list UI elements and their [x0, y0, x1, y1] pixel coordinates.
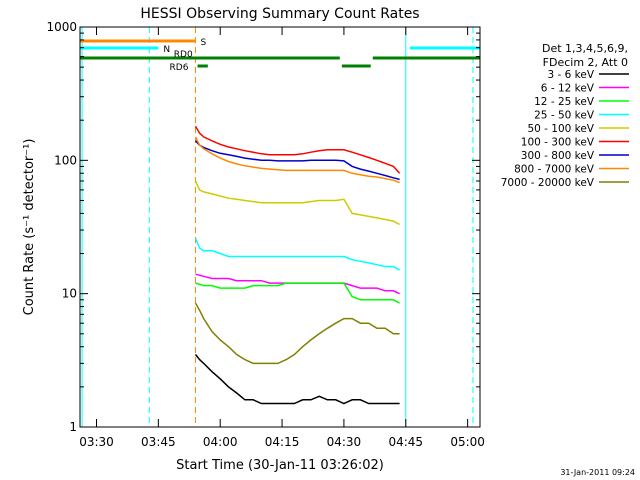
x-tick-label-2: 03:45: [141, 435, 176, 449]
legend-label-1: 3 - 6 keV: [547, 69, 594, 81]
legend-label-6: 100 - 300 keV: [521, 137, 595, 149]
x-tick-label-6: 04:45: [388, 435, 423, 449]
legend-label-2: 6 - 12 keV: [541, 83, 595, 95]
plot-frame: [79, 26, 481, 428]
legend-label-9: 7000 - 20000 keV: [501, 177, 595, 189]
x-tick-label-5: 04:30: [327, 435, 362, 449]
x-tick-label-3: 04:00: [203, 435, 238, 449]
axes: 03:30 03:45 04:00 04:15 04:30 04:45 05:00 1 10 10…: [46, 20, 484, 449]
legend: Det 1,3,4,5,6,9, FDecim 2, Att 0 3 - 6 k…: [501, 42, 629, 189]
series-800-7000kev-line: [194, 136, 400, 184]
legend-label-8: 800 - 7000 keV: [514, 164, 595, 176]
series-7000-20000kev-line: [194, 302, 400, 365]
flag-label-s: S: [200, 38, 206, 48]
series-100-300kev-line: [194, 125, 401, 174]
series-300-800kev-line: [194, 140, 400, 181]
footer-date: 31-Jan-2011 09:24: [560, 468, 635, 477]
chart-title: HESSI Observing Summary Count Rates: [140, 6, 419, 22]
series-50-100kev-line: [194, 180, 400, 226]
legend-label-5: 50 - 100 keV: [527, 123, 594, 135]
x-axis-label: Start Time (30-Jan-11 03:26:02): [176, 458, 384, 473]
series-25-50kev-line: [194, 238, 400, 271]
legend-label-4: 25 - 50 keV: [534, 110, 595, 122]
plot-area: S N RD0 RD6: [80, 27, 480, 427]
series-3-6kev-line: [194, 354, 400, 405]
legend-label-7: 300 - 800 keV: [521, 150, 595, 162]
y-tick-label-3: 100: [54, 153, 77, 167]
flag-label-n: N: [163, 45, 170, 55]
x-tick-label-1: 03:30: [79, 435, 114, 449]
flag-label-rd0: RD0: [174, 50, 193, 60]
series-6-12kev-line: [195, 273, 400, 295]
x-tick-label-7: 05:00: [450, 435, 485, 449]
legend-header-line-2: FDecim 2, Att 0: [543, 56, 628, 69]
y-tick-label-1: 1: [69, 420, 77, 434]
y-axis-label: Count Rate (s⁻¹ detector⁻¹): [22, 139, 37, 316]
series-12-25kev-line: [195, 282, 400, 304]
y-tick-label-2: 10: [62, 287, 77, 301]
flag-label-rd6: RD6: [170, 63, 189, 73]
x-tick-label-4: 04:15: [265, 435, 300, 449]
legend-label-3: 12 - 25 keV: [534, 96, 595, 108]
y-tick-label-4: 1000: [46, 20, 77, 34]
legend-header-line-1: Det 1,3,4,5,6,9,: [542, 42, 628, 55]
